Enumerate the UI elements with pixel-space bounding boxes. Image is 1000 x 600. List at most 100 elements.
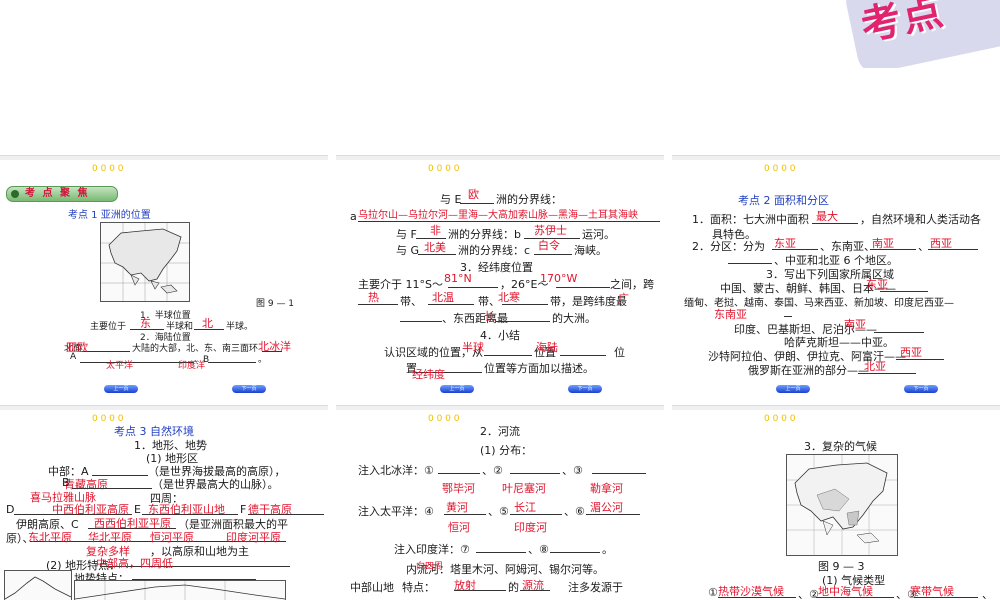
next-page-button[interactable]: 下一页 xyxy=(232,385,266,393)
header-banner: 考点 xyxy=(832,0,1000,68)
countries-line-6: 俄罗斯在亚洲的部分—— xyxy=(748,364,869,377)
feature-line-b: 特点： xyxy=(402,581,435,594)
blank xyxy=(870,249,916,250)
answer-bei: 北 xyxy=(202,317,213,330)
slide-5[interactable]: 0 0 0 0 2．河流 (1) 分布： 注入北冰洋：① 、② 、③ 鄂毕河 叶… xyxy=(336,405,664,600)
latlon-line-c: 之间，跨 xyxy=(610,278,654,291)
blank xyxy=(880,291,928,292)
region-line-b: 、东南亚、 xyxy=(820,240,875,253)
pacific-line-c: 、⑥ xyxy=(564,505,585,518)
slide-3[interactable]: 0 0 0 0 考点 2 面积和分区 1．面积：七大洲中面积 最大 ，自然环境和… xyxy=(672,155,1000,401)
summary-line-a: 认识区域的位置，从 xyxy=(384,346,483,359)
region-line-d: 、中亚和北亚 6 个地区。 xyxy=(774,254,898,267)
prev-page-button[interactable]: 上一页 xyxy=(776,385,810,393)
answer-dizhonghai: 地中海气候 xyxy=(818,585,873,598)
terrain-feature-b: ，以高原和山地为主 xyxy=(150,545,249,558)
asia-map-drawing xyxy=(101,223,189,301)
indian-line-b: 、⑧ xyxy=(528,543,549,556)
blank xyxy=(80,362,194,363)
slide-header-mark: 0 0 0 0 xyxy=(92,164,124,174)
slide-1[interactable]: 0 0 0 0 考 点 聚 焦 考点 1 亚洲的位置 图 9 — 1 1．半球位… xyxy=(0,155,328,401)
blank xyxy=(416,372,482,373)
blank xyxy=(556,287,610,288)
periphery-d: D xyxy=(6,503,15,516)
na-line-a: 与 G xyxy=(396,244,420,257)
answer-re: 热 xyxy=(368,291,379,304)
blank xyxy=(208,362,256,363)
answer-shouxiong: 向四周 xyxy=(416,562,444,572)
climate-line-c: 、③ xyxy=(896,588,917,600)
slide-4[interactable]: 0 0 0 0 考点 3 自然环境 1．地形、地势 (1) 地形区 中部：A （… xyxy=(0,405,328,600)
blank xyxy=(510,473,560,474)
answer-bering: 白令 xyxy=(538,239,560,252)
summary-line-b: 位置 xyxy=(534,346,556,359)
answer-guang: 广 xyxy=(618,292,629,305)
center-line-b: （是世界海拔最高的高原）， xyxy=(148,465,286,478)
blank xyxy=(82,351,130,352)
answer-dongxibo: 东西伯利亚山地 xyxy=(148,503,225,516)
answer-fei: 非 xyxy=(430,224,441,237)
terrain-profile-drawing xyxy=(5,576,71,600)
next-page-button[interactable]: 下一页 xyxy=(904,385,938,393)
blank xyxy=(816,597,894,598)
slide-2[interactable]: 0 0 0 0 与 E 欧 洲的分界线： a 乌拉尔山—乌拉尔河—里海—大高加索… xyxy=(336,155,664,401)
blank xyxy=(520,590,550,591)
indian-line-a: 注入印度洋：⑦ xyxy=(394,543,470,556)
asia-map xyxy=(100,222,190,302)
periphery-e: E xyxy=(134,503,141,516)
answer-beiwen: 北温 xyxy=(432,291,454,304)
item-countries: 3．写出下列国家所属区域 xyxy=(766,268,894,281)
slide-6[interactable]: 0 0 0 0 3．复杂的气候 图 9 — 3 (1) 气候类型 ① 热带沙漠气… xyxy=(672,405,1000,600)
af-line-b: 洲的分界线：b xyxy=(448,228,521,241)
arctic-line-c: 、③ xyxy=(562,464,583,477)
topic-heading: 考点 2 面积和分区 xyxy=(738,194,829,207)
prev-page-button[interactable]: 上一页 xyxy=(440,385,474,393)
answer-beiya: 北亚 xyxy=(864,360,886,373)
arctic-line-a: 注入北冰洋：① xyxy=(358,464,434,477)
blank xyxy=(448,287,498,288)
slide-header-mark: 0 0 0 0 xyxy=(764,414,796,424)
blank xyxy=(30,541,286,542)
blank xyxy=(92,475,148,476)
feature-line-c: 的 xyxy=(508,581,519,594)
blank xyxy=(858,373,916,374)
answer-beihan: 北寒 xyxy=(498,291,520,304)
zone-line-a: 带、 xyxy=(400,295,422,308)
blank xyxy=(132,579,256,580)
na-line-c: 海峡。 xyxy=(574,244,607,257)
answer-ou: 欧 xyxy=(468,188,479,201)
ocean-line-a: A xyxy=(70,352,77,362)
answer-lena: 勒拿河 xyxy=(590,482,623,495)
blank xyxy=(914,597,978,598)
blank xyxy=(550,552,600,553)
dist-line-b: 的大洲。 xyxy=(552,312,596,325)
blank xyxy=(438,473,480,474)
prev-page-button[interactable]: 上一页 xyxy=(104,385,138,393)
center-line-a: 中部：A xyxy=(48,465,89,478)
climate-map xyxy=(786,454,898,556)
blank xyxy=(502,304,548,305)
countries-line-5: 沙特阿拉伯、伊朗、伊拉克、阿富汗—— xyxy=(708,350,906,363)
blank xyxy=(812,223,858,224)
blank xyxy=(88,528,176,529)
na-line-b: 洲的分界线：c xyxy=(458,244,531,257)
answer-qingzang: 青藏高原 xyxy=(64,478,108,491)
zone-line-b: 带、 xyxy=(478,295,500,308)
area-line-c: 具特色。 xyxy=(712,228,756,241)
hemisphere-line-a: 主要位于 xyxy=(90,322,127,332)
blank xyxy=(524,238,580,239)
af-line-a: 与 F xyxy=(396,228,417,241)
answer-huabei: 华北平原 xyxy=(88,531,132,544)
summary-line-d: 置 xyxy=(406,362,417,375)
answer-xiya-2: 西亚 xyxy=(900,346,922,359)
blank xyxy=(784,316,792,317)
land-sea-line-b: 大陆的大部，北、东、南三面环 xyxy=(132,344,259,354)
answer-handai: 寒带气候 xyxy=(910,585,954,598)
eu-line-b: 洲的分界线： xyxy=(496,193,562,206)
badge-dot-icon xyxy=(11,190,19,198)
answer-taipingyang: 太平洋 xyxy=(106,361,134,371)
slide-header-mark: 0 0 0 0 xyxy=(428,164,460,174)
blank xyxy=(358,221,660,222)
answer-nanya-2: 南亚 xyxy=(844,318,866,331)
next-page-button[interactable]: 下一页 xyxy=(568,385,602,393)
